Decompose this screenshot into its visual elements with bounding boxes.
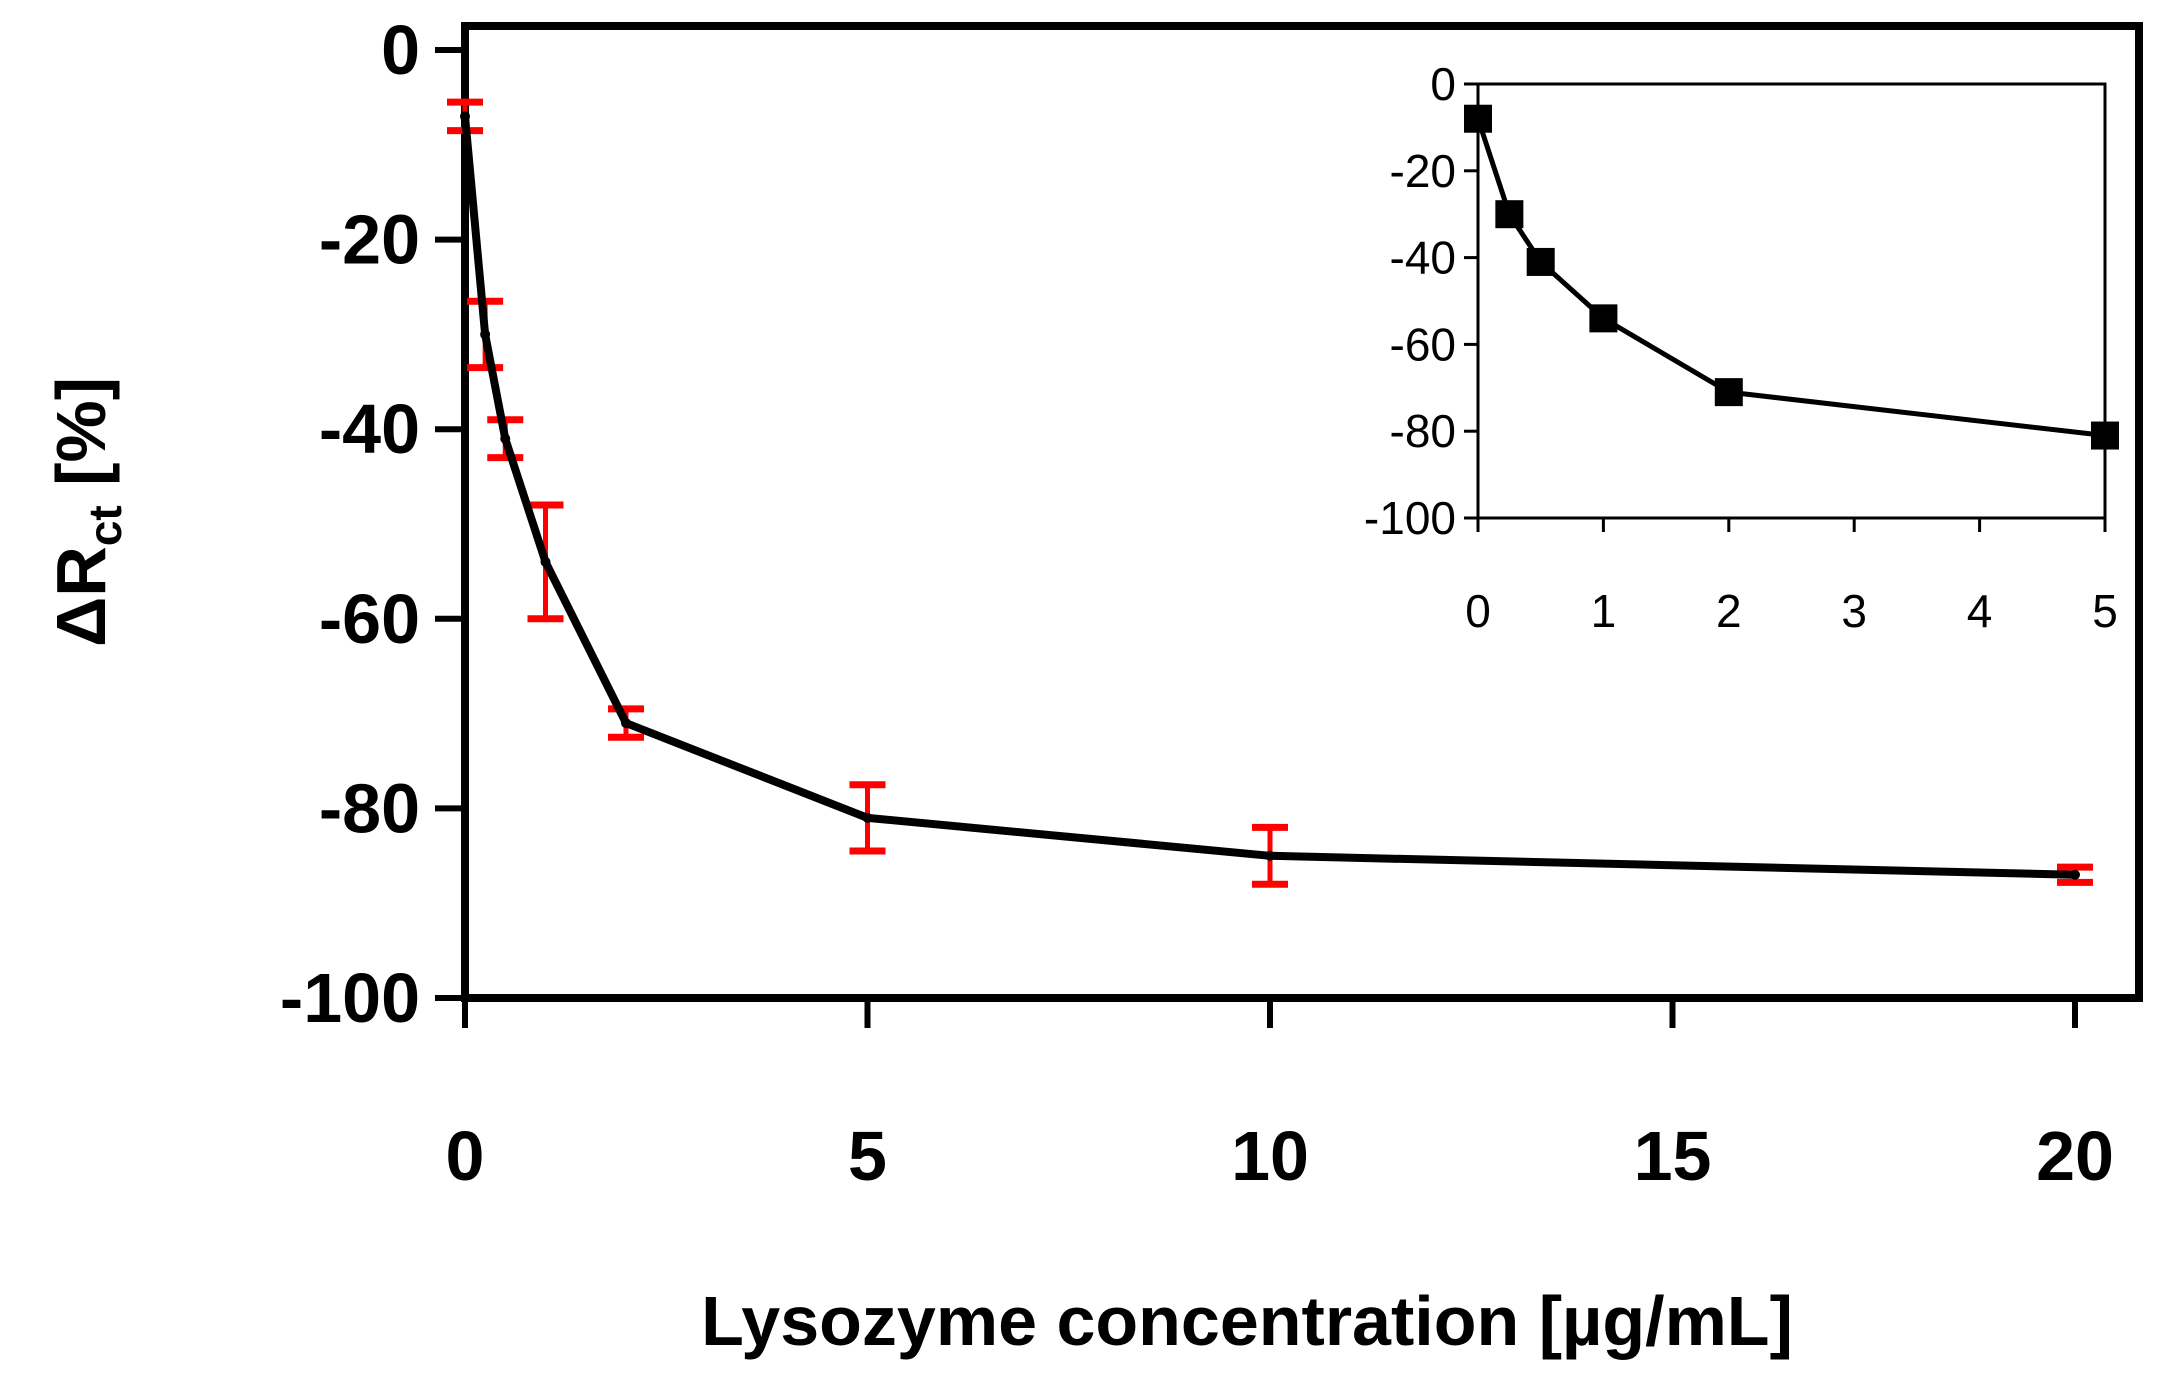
inset-data-marker [2091,421,2119,450]
inset-y-tick-label: -60 [1390,318,1456,370]
main-x-tick-label: 0 [446,1117,485,1195]
main-y-tick-label: -40 [319,390,420,468]
main-x-tick-label: 20 [2036,1117,2114,1195]
main-series-line [461,115,2076,879]
main-data-point [862,812,873,823]
y-axis-title-subscript: ct [79,505,131,546]
inset-data-marker [1714,378,1743,407]
main-data-point [500,433,511,444]
inset-x-tick-label: 5 [2092,585,2118,637]
inset-plot-frame [1476,82,2107,520]
inset-y-tick-label: -100 [1364,492,1456,544]
inset-x-tick-label: 2 [1716,585,1742,637]
main-data-point [2070,869,2080,880]
main-data-point [460,111,470,122]
inset-data-marker [1464,104,1492,133]
inset-data-marker [1589,304,1618,333]
inset-y-tick-label: 0 [1430,58,1456,110]
main-data-point [480,329,491,340]
y-axis-title-unit: [%] [42,377,120,505]
inset-x-tick-label: 3 [1841,585,1867,637]
main-x-tick-label: 10 [1231,1117,1309,1195]
main-y-tick-label: 0 [381,11,420,89]
inset-data-marker [1526,247,1555,276]
main-y-tick-label: -100 [280,959,420,1037]
y-axis-title-symbol: ΔR [42,546,120,647]
inset-x-tick-label: 0 [1465,585,1491,637]
inset-y-tick-label: -40 [1390,232,1456,284]
main-x-tick-label: 15 [1634,1117,1712,1195]
main-data-point [621,718,631,729]
inset-x-tick-label: 4 [1967,585,1993,637]
main-data-point [540,556,551,567]
main-y-axis-title: ΔRct [%] [42,377,131,647]
inset-y-tick-label: -20 [1390,145,1456,197]
main-y-tick-label: -60 [319,580,420,658]
inset-data-marker [1495,200,1524,229]
inset-x-tick-label: 1 [1591,585,1617,637]
main-y-tick-label: -20 [319,201,420,279]
main-plot-frame [461,22,2143,1002]
inset-y-tick-label: -80 [1390,405,1456,457]
main-x-tick-label: 5 [848,1117,887,1195]
inset-series-line [1475,117,2106,439]
main-x-axis-title: Lysozyme concentration [µg/mL] [701,1282,1793,1360]
main-data-point [1265,850,1275,861]
main-y-tick-label: -80 [319,769,420,847]
